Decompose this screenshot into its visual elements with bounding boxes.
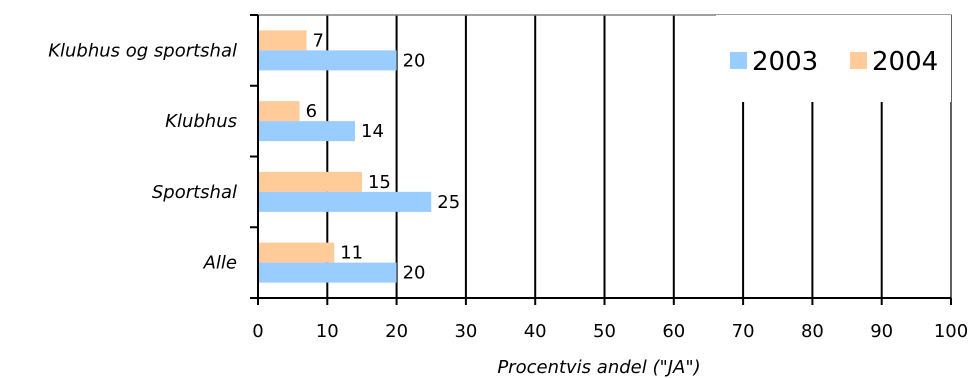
legend-label-2003: 2003	[752, 47, 818, 77]
x-tick-label: 0	[252, 321, 263, 342]
data-label-2004-0: 7	[313, 30, 324, 51]
x-tick-label: 100	[934, 321, 968, 342]
bar-2004-2	[258, 171, 362, 192]
legend-swatch-2004	[850, 52, 867, 69]
x-tick-label: 20	[385, 321, 408, 342]
x-tick-label: 80	[801, 321, 824, 342]
data-label-2003-2: 25	[437, 192, 460, 213]
bar-2003-0	[258, 50, 397, 71]
axes	[250, 14, 952, 305]
data-label-2003-0: 20	[403, 50, 426, 71]
data-labels: 7 20 6 14 15 25 11 20	[306, 30, 461, 283]
data-label-2004-1: 6	[306, 101, 317, 122]
legend-background	[716, 15, 951, 102]
bar-2003-1	[258, 121, 356, 142]
x-tick-label: 40	[524, 321, 547, 342]
x-tick-label: 90	[870, 321, 893, 342]
bar-2004-1	[258, 101, 300, 122]
legend: 2003 2004	[716, 15, 951, 102]
bars	[258, 30, 432, 283]
category-label: Klubhus	[165, 111, 237, 132]
category-label: Sportshal	[152, 182, 237, 203]
bar-2003-2	[258, 191, 432, 212]
x-tick-label: 60	[662, 321, 685, 342]
x-tick-label: 70	[732, 321, 755, 342]
category-label: Klubhus og sportshal	[48, 40, 237, 61]
x-tick-label: 10	[316, 321, 339, 342]
x-tick-label: 30	[454, 321, 477, 342]
x-tick-labels: 0 10 20 30 40 50 60 70 80 90 100	[252, 321, 968, 342]
bar-2003-3	[258, 262, 397, 283]
category-labels: Klubhus og sportshal Klubhus Sportshal Alle	[48, 40, 237, 273]
legend-swatch-2003	[730, 52, 747, 69]
x-axis-title: Procentvis andel ("JA")	[497, 357, 700, 378]
data-label-2004-3: 11	[340, 243, 363, 264]
legend-label-2004: 2004	[872, 47, 938, 77]
data-label-2003-1: 14	[361, 121, 384, 142]
data-label-2004-2: 15	[368, 172, 391, 193]
data-label-2003-3: 20	[403, 263, 426, 284]
bar-2004-0	[258, 30, 307, 51]
bar-2004-3	[258, 242, 335, 263]
x-tick-label: 50	[593, 321, 616, 342]
category-label: Alle	[203, 253, 237, 274]
